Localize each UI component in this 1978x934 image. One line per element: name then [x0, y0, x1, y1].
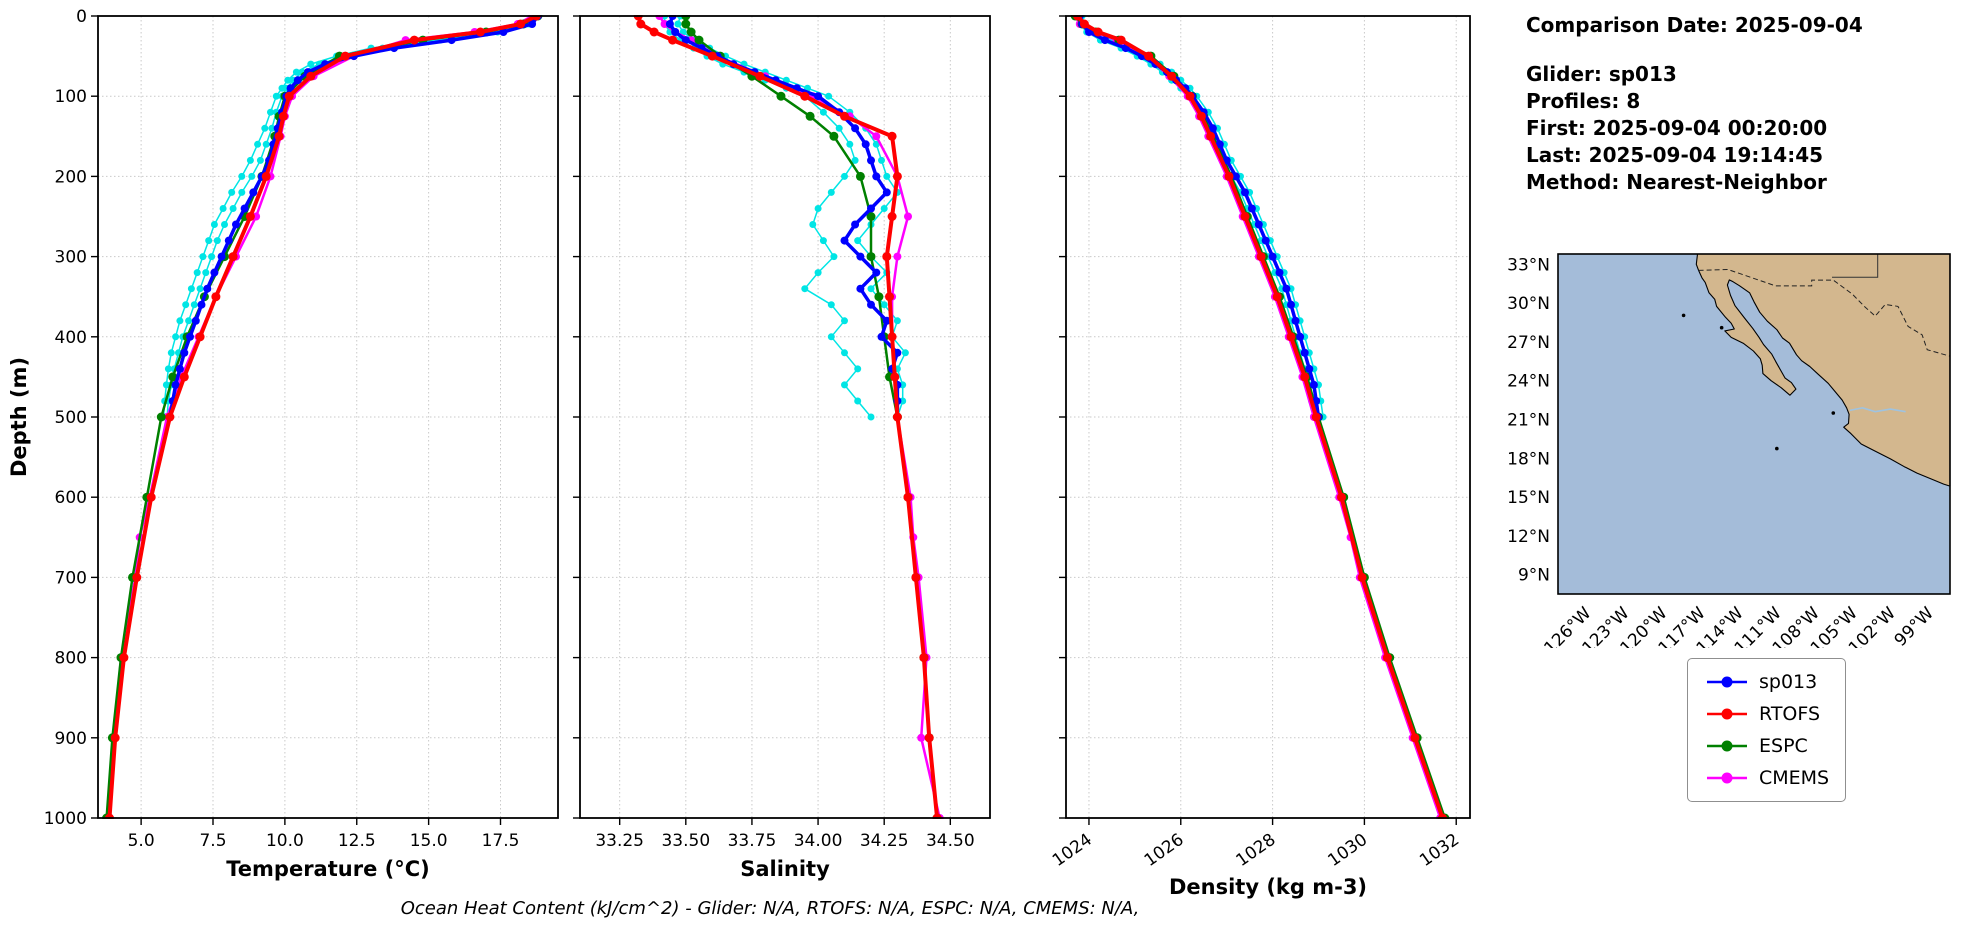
svg-text:Temperature (°C): Temperature (°C) [226, 857, 429, 881]
svg-text:12°N: 12°N [1507, 527, 1550, 547]
legend-label: sp013 [1759, 671, 1818, 693]
svg-text:5.0: 5.0 [128, 831, 155, 851]
svg-text:34.50: 34.50 [926, 831, 975, 851]
legend-line-marker-icon [1707, 740, 1747, 752]
svg-text:10.0: 10.0 [266, 831, 304, 851]
svg-text:300: 300 [55, 248, 87, 268]
svg-text:33.75: 33.75 [728, 831, 777, 851]
svg-text:33.50: 33.50 [661, 831, 710, 851]
svg-text:Depth (m): Depth (m) [10, 357, 31, 477]
legend-label: RTOFS [1759, 703, 1821, 725]
info-panel: Comparison Date: 2025-09-04 Glider: sp01… [1526, 12, 1863, 196]
svg-text:1024: 1024 [1049, 830, 1096, 871]
legend-item-cmems: CMEMS [1704, 767, 1829, 789]
svg-text:0: 0 [76, 7, 87, 27]
svg-text:900: 900 [55, 729, 87, 749]
svg-text:18°N: 18°N [1507, 449, 1550, 469]
legend-item-espc: ESPC [1704, 735, 1829, 757]
svg-text:7.5: 7.5 [199, 831, 226, 851]
svg-text:33.25: 33.25 [595, 831, 644, 851]
svg-text:1030: 1030 [1324, 830, 1371, 871]
svg-text:500: 500 [55, 408, 87, 428]
svg-text:200: 200 [55, 167, 87, 187]
svg-text:1032: 1032 [1416, 830, 1463, 871]
svg-text:34.25: 34.25 [860, 831, 909, 851]
svg-text:15.0: 15.0 [410, 831, 448, 851]
profiles-count-text: Profiles: 8 [1526, 89, 1641, 113]
svg-text:600: 600 [55, 488, 87, 508]
location-map: 33°N30°N27°N24°N21°N18°N15°N12°N9°N126°W… [1507, 253, 1951, 648]
svg-text:17.5: 17.5 [482, 831, 520, 851]
svg-text:800: 800 [55, 649, 87, 669]
last-profile-time-text: Last: 2025-09-04 19:14:45 [1526, 143, 1824, 167]
legend-item-sp013: sp013 [1704, 671, 1829, 693]
salinity-profile-chart: 33.25 33.50 33.75 34.00 34.25 34.50 Salinity [573, 15, 991, 881]
svg-text:34.00: 34.00 [794, 831, 843, 851]
svg-text:99°W: 99°W [1891, 603, 1938, 648]
legend-item-rtofs: RTOFS [1704, 703, 1829, 725]
svg-text:15°N: 15°N [1507, 488, 1550, 508]
svg-text:1000: 1000 [44, 809, 87, 829]
svg-text:Density (kg m-3): Density (kg m-3) [1169, 875, 1367, 899]
first-profile-time-text: First: 2025-09-04 00:20:00 [1526, 116, 1828, 140]
model-legend: sp013 RTOFS ESPC CMEMS [1687, 658, 1847, 802]
method-text: Method: Nearest-Neighbor [1526, 170, 1827, 194]
svg-text:24°N: 24°N [1507, 372, 1550, 392]
svg-text:30°N: 30°N [1507, 294, 1550, 314]
ocean-heat-content-caption: Ocean Heat Content (kJ/cm^2) - Glider: N… [400, 898, 1140, 919]
svg-text:1026: 1026 [1141, 830, 1188, 871]
svg-text:33°N: 33°N [1507, 255, 1550, 275]
temperature-profile-chart: 5.0 7.5 10.0 12.5 15.0 17.5 0 100 200 300 400 500 60… [10, 7, 559, 881]
svg-text:400: 400 [55, 328, 87, 348]
info-spacer [1526, 39, 1863, 61]
legend-line-marker-icon [1707, 676, 1747, 688]
glider-name-text: Glider: sp013 [1526, 62, 1677, 86]
legend-line-marker-icon [1707, 772, 1747, 784]
svg-text:Salinity: Salinity [740, 857, 830, 881]
svg-text:1028: 1028 [1233, 830, 1280, 871]
svg-text:700: 700 [55, 568, 87, 588]
svg-text:27°N: 27°N [1507, 333, 1550, 353]
svg-text:21°N: 21°N [1507, 410, 1550, 430]
legend-label: ESPC [1759, 735, 1808, 757]
svg-text:9°N: 9°N [1518, 566, 1550, 586]
legend-line-marker-icon [1707, 708, 1747, 720]
density-profile-chart: 1024 1026 1028 1030 1032 Density (kg m-3) [1049, 15, 1471, 899]
svg-text:12.5: 12.5 [338, 831, 376, 851]
comparison-date-text: Comparison Date: 2025-09-04 [1526, 13, 1863, 37]
legend-label: CMEMS [1759, 767, 1830, 789]
svg-text:100: 100 [55, 87, 87, 107]
